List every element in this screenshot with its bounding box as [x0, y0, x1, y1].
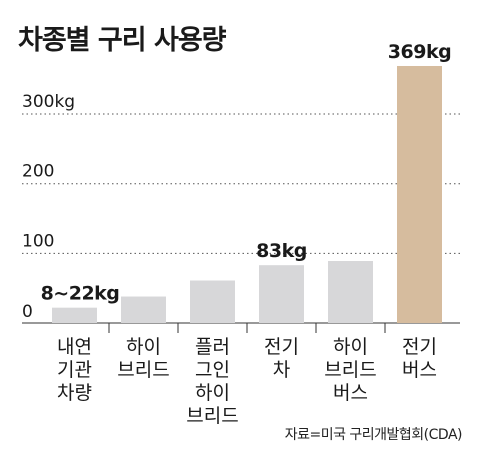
source-note: 자료=미국 구리개발협회(CDA): [284, 427, 463, 443]
y-tick-label-1: 100: [22, 231, 54, 251]
category-label-0-0: 내연: [57, 336, 92, 358]
category-label-5-0: 전기: [402, 336, 437, 358]
category-label-1-0: 하이: [126, 336, 161, 358]
bar-2: [190, 280, 235, 323]
chart-title: 차종별 구리 사용량: [18, 25, 227, 56]
bar-3: [259, 265, 304, 323]
category-label-4-2: 버스: [333, 382, 368, 404]
bar-value-label-5: 369kg: [388, 41, 451, 63]
category-label-1-1: 브리드: [117, 359, 169, 381]
bar-value-label-3: 83kg: [256, 240, 307, 262]
y-tick-label-0: 0: [22, 302, 33, 322]
bar-value-label-0: 8~22kg: [41, 283, 120, 305]
category-label-2-0: 플러: [195, 336, 230, 358]
category-label-4-0: 하이: [333, 336, 368, 358]
y-tick-label-3: 300kg: [22, 92, 75, 112]
category-label-2-3: 브리드: [186, 405, 238, 427]
category-label-0-1: 기관: [57, 359, 92, 381]
category-label-4-1: 브리드: [324, 359, 376, 381]
bar-5: [397, 65, 442, 323]
category-label-5-1: 버스: [402, 359, 437, 381]
category-label-2-1: 그인: [195, 359, 230, 381]
category-label-3-1: 차: [273, 359, 290, 381]
bar-4: [328, 261, 373, 323]
category-label-3-0: 전기: [264, 336, 299, 358]
bar-1: [121, 296, 166, 323]
category-label-2-2: 하이: [195, 382, 230, 404]
bar-0: [52, 307, 97, 323]
y-tick-label-2: 200: [22, 162, 54, 182]
category-label-0-2: 차량: [57, 382, 92, 404]
